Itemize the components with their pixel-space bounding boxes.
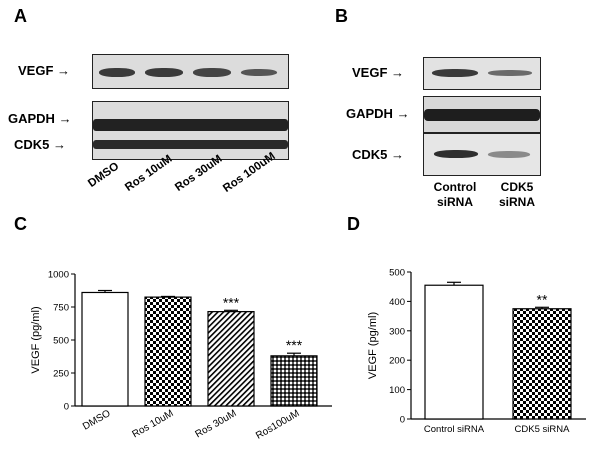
panel-letter-b: B	[335, 6, 348, 26]
row-label-vegf-a: VEGF →	[18, 63, 71, 78]
band	[93, 140, 288, 149]
x-tick-label: Ros 10uM	[131, 408, 176, 440]
lane-label-line: Control	[433, 180, 477, 194]
bar	[81, 291, 129, 407]
y-tick-label: 400	[389, 297, 405, 308]
lane-label-line: siRNA	[498, 195, 535, 209]
band	[193, 68, 231, 77]
y-axis-label: VEGF (pg/ml)	[30, 306, 42, 373]
row-label-gapdh-a: GAPDH →	[8, 111, 72, 126]
y-tick-label: 100	[389, 385, 405, 396]
band	[488, 151, 530, 158]
band	[432, 69, 478, 77]
row-label-cdk5-b: CDK5 →	[352, 147, 405, 162]
x-tick-label: Ros100uM	[254, 408, 301, 442]
bar	[424, 284, 484, 420]
bar	[144, 296, 192, 407]
significance-label: ***	[286, 337, 303, 353]
band	[99, 68, 135, 77]
significance-label: ***	[223, 294, 240, 310]
panel-letter-c: C	[14, 214, 27, 234]
y-tick-label: 1000	[48, 270, 69, 281]
bar	[270, 355, 318, 407]
band	[424, 109, 540, 121]
bar	[512, 308, 572, 420]
band	[434, 150, 478, 158]
lane-label-b: Control siRNA	[420, 180, 490, 210]
x-tick-label: DMSO	[81, 408, 113, 433]
band	[145, 68, 183, 77]
blot-b-gapdh	[423, 96, 541, 133]
lane-label-b: CDK5 siRNA	[482, 180, 552, 210]
significance-label: **	[537, 291, 548, 307]
bar	[207, 311, 255, 407]
blot-a-vegf	[92, 54, 289, 89]
y-tick-label: 750	[53, 303, 69, 314]
y-tick-label: 250	[53, 369, 69, 380]
band	[93, 119, 288, 131]
y-axis-label: VEGF (pg/ml)	[367, 312, 379, 379]
y-tick-label: 300	[389, 326, 405, 337]
blot-b-vegf	[423, 57, 541, 90]
x-tick-label: Control siRNA	[424, 424, 485, 435]
panel-letter-a: A	[14, 6, 27, 26]
x-tick-label: CDK5 siRNA	[515, 424, 571, 435]
lane-label-a: DMSO	[86, 160, 122, 190]
y-tick-label: 500	[53, 336, 69, 347]
x-tick-label: Ros 30uM	[194, 408, 239, 440]
chart-d: 0 100 200 300 400 500 VEGF (pg/ml) Control siRN…	[367, 268, 586, 435]
row-label-cdk5-a: CDK5 →	[14, 137, 67, 152]
blot-b-cdk5	[423, 133, 541, 176]
blot-a-gapdh-cdk5	[92, 101, 289, 160]
band	[488, 70, 532, 76]
y-tick-label: 0	[400, 415, 405, 426]
band	[241, 69, 277, 76]
lane-label-line: siRNA	[436, 195, 473, 209]
y-tick-label: 0	[64, 402, 69, 413]
row-label-vegf-b: VEGF →	[352, 65, 405, 80]
y-tick-label: 500	[389, 268, 405, 279]
chart-c: 0 250 500 750 1000 VEGF (pg/ml) DMSO Ros 10uM **…	[30, 270, 332, 442]
y-tick-label: 200	[389, 356, 405, 367]
panel-letter-d: D	[347, 214, 360, 234]
lane-label-line: CDK5	[500, 180, 534, 194]
row-label-gapdh-b: GAPDH →	[346, 106, 410, 121]
